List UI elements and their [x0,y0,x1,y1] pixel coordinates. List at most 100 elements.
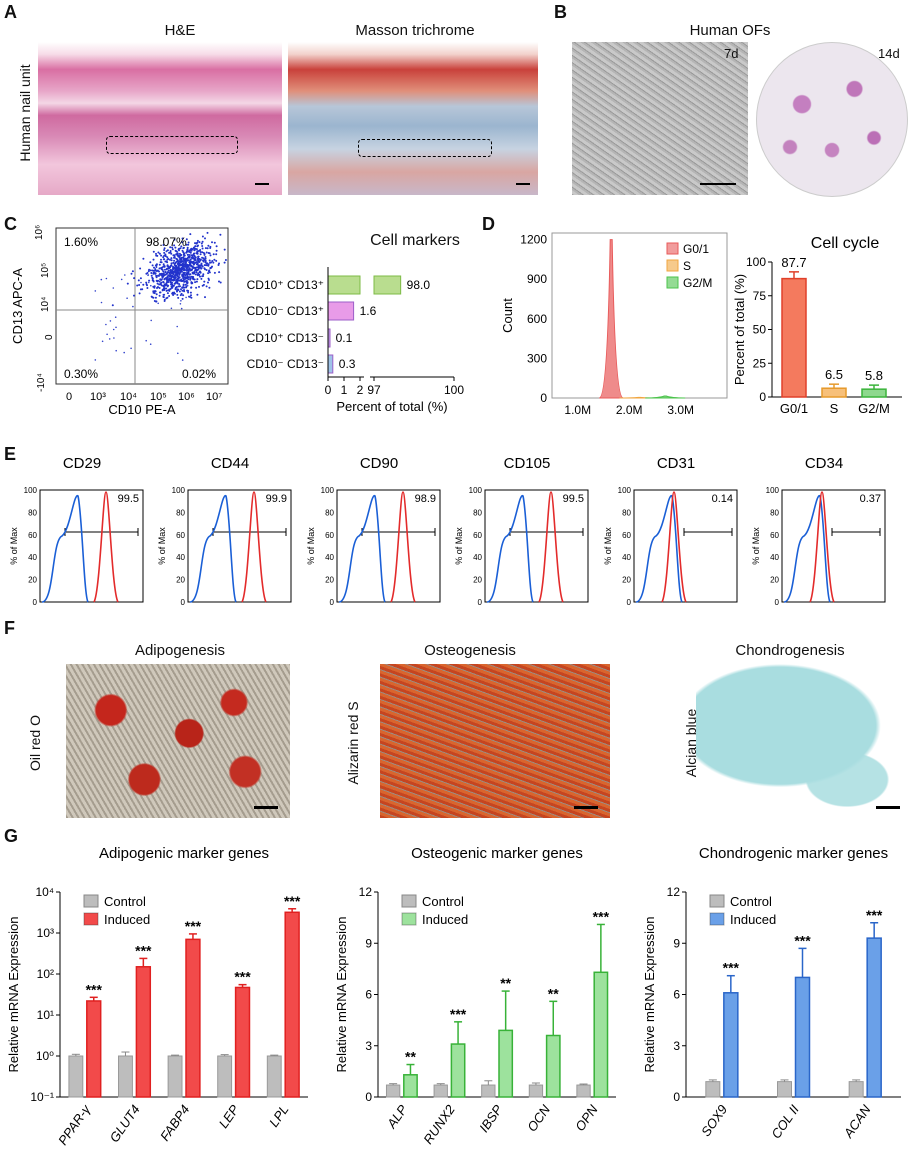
masson-title: Masson trichrome [355,22,475,39]
gene-name: OPN [572,1102,601,1134]
scatter-point [154,290,157,293]
scatter-point [179,303,182,305]
scatter-point [191,272,194,275]
scatter-point [189,276,191,278]
scatter-point [112,287,115,289]
scatter-point [165,250,168,253]
scatter-point [151,269,154,272]
masson-scalebar [516,183,530,185]
scatter-point [186,250,189,252]
scatter-point [162,296,165,299]
scatter-point [138,284,141,286]
gene-name: COL II [768,1102,802,1142]
scatter-point [196,239,199,242]
flow-ytick: 60 [473,531,482,540]
scatter-point [162,263,165,266]
scatter-point [203,280,206,283]
flow-ytick: 0 [478,598,483,607]
scatter-point [178,256,181,259]
scatter-point [180,307,183,310]
scatter-ytick: 10⁴ [40,297,51,312]
scatter-point [204,237,206,240]
scatter-point [166,276,169,279]
scatter-point [186,259,189,262]
scatter-point [182,294,185,297]
scatter-point [173,279,176,282]
scatter-point [169,278,172,281]
scatter-point [202,251,205,254]
scatter-ytick: 0 [44,334,55,340]
gene-name: LPL [266,1102,292,1130]
gene-ytick-label: 12 [359,885,373,899]
bar-xtick-label: 1 [341,383,348,397]
scatter-point [174,276,177,279]
flow-marker-curve [93,491,119,603]
scatter-point [167,271,170,274]
control-bar [385,1084,401,1098]
scatter-point [215,249,218,252]
scatter-point [162,280,165,283]
scatter-point [209,267,212,270]
legend-induced-swatch [709,912,725,926]
scatter-point [177,279,180,282]
gene-ytick-label: 9 [673,936,680,950]
scatter-point [169,271,172,274]
scatter-point [202,257,205,260]
gene-name: ACAN [840,1102,874,1142]
scatter-point [186,284,189,287]
scatter-point [170,286,173,289]
scatter-point [180,300,182,302]
cell-marker-value: 1.6 [360,304,377,318]
gene-ytick-label: 10⁻¹ [30,1090,54,1104]
scatter-point [124,274,126,276]
flow-positive-percent: 98.9 [415,493,436,505]
induced-bar [498,1029,514,1098]
scatter-point [186,273,189,276]
gene-name: FABP4 [157,1102,192,1144]
scatter-point [159,278,162,281]
control-bar [848,1081,864,1098]
scatter-ytick: 10⁵ [40,263,51,278]
scatter-point [174,249,177,252]
scatter-point [115,349,117,352]
scatter-point [205,285,208,288]
scatter-point [106,333,108,336]
control-bar [481,1084,496,1098]
scatter-point [170,259,173,262]
scatter-point [163,289,166,291]
scatter-point [176,275,179,278]
scatter-point [188,255,191,258]
quadrant-ul-percent: 1.60% [64,235,98,249]
scatter-point [185,243,188,246]
flow-ytick: 100 [321,486,335,495]
scatter-point [179,261,182,264]
scatter-point [193,266,196,269]
induced-bar [545,1034,561,1098]
scatter-point [183,259,186,262]
scatter-point [203,253,206,256]
cell-marker-value: 98.0 [407,278,431,292]
scatter-point [187,291,190,294]
scatter-point [155,276,158,279]
panel-e-label: E [4,444,17,464]
induced-bar [450,1043,466,1098]
scatter-point [158,252,161,255]
scatter-point [137,279,140,282]
scatter-point [164,255,167,258]
hist-ytick: 0 [540,391,547,405]
scatter-point [219,233,222,236]
scatter-point [176,270,179,273]
flow-frame [633,489,738,603]
cell-markers-chart: CD10⁺ CD13⁺ 98.0 CD10⁻ CD13⁺ 1.6 CD10⁺ CD13⁻… [247,267,464,414]
gene-ytick-label: 0 [673,1090,680,1104]
scatter-point [200,277,203,280]
scatter-point [199,271,202,274]
scatter-point [100,278,103,281]
scatter-point [201,247,204,250]
flow-ylabel: % of Max [454,527,464,565]
legend-swatch [666,276,679,289]
scatter-point [168,289,171,292]
scatter-point [224,259,227,261]
scatter-point [155,300,158,303]
scatter-point [195,280,198,283]
